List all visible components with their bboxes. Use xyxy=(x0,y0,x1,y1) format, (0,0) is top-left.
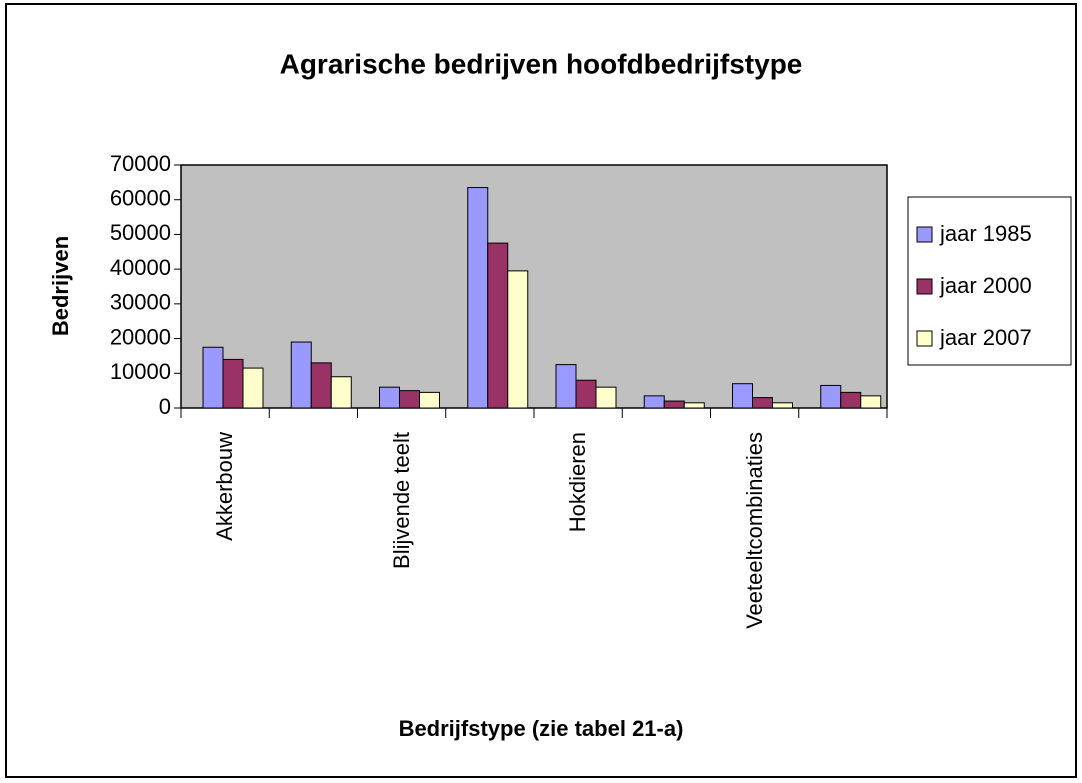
legend-swatch xyxy=(916,226,933,243)
y-tick-label: 0 xyxy=(159,394,171,419)
x-tick-label: Veeteeltcombinaties xyxy=(741,432,767,629)
bar xyxy=(379,386,400,409)
x-tick-label: Akkerbouw xyxy=(212,432,238,541)
legend-swatch xyxy=(916,330,933,347)
bar xyxy=(399,390,420,409)
bar xyxy=(290,341,312,409)
bar xyxy=(683,402,705,409)
x-axis-title: Bedrijfstype (zie tabel 21-a) xyxy=(399,716,684,741)
y-tick-label: 40000 xyxy=(110,255,171,280)
bar xyxy=(820,384,842,409)
plot-area xyxy=(180,164,888,409)
bar xyxy=(752,397,773,409)
x-tick-label: Hokdieren xyxy=(565,432,591,533)
bar xyxy=(202,346,224,409)
bar xyxy=(860,395,882,409)
y-tick-label: 50000 xyxy=(110,220,171,245)
bar xyxy=(487,242,509,409)
bar xyxy=(310,362,332,409)
legend-label: jaar 2000 xyxy=(939,273,1032,298)
legend xyxy=(907,196,1072,366)
bar xyxy=(507,270,529,409)
y-tick-label: 30000 xyxy=(110,290,171,315)
legend-label: jaar 1985 xyxy=(939,221,1032,246)
chart-title: Agrarische bedrijven hoofdbedrijfstype xyxy=(280,48,803,79)
bar xyxy=(595,386,617,409)
y-tick-label: 70000 xyxy=(110,151,171,176)
legend-label: jaar 2007 xyxy=(939,325,1032,350)
bar xyxy=(840,391,862,409)
bar xyxy=(555,364,577,409)
legend-swatch xyxy=(916,278,933,295)
bar xyxy=(419,391,440,409)
bar xyxy=(242,367,264,409)
bar xyxy=(467,187,489,409)
bar xyxy=(772,402,793,409)
bar xyxy=(330,376,352,409)
y-tick-label: 60000 xyxy=(110,186,171,211)
bar xyxy=(732,383,753,409)
bar xyxy=(643,395,665,409)
bar xyxy=(575,379,597,409)
y-tick-label: 10000 xyxy=(110,359,171,384)
y-tick-label: 20000 xyxy=(110,324,171,349)
bar xyxy=(222,358,244,409)
y-axis-title: Bedrijven xyxy=(48,236,73,336)
bar xyxy=(663,400,685,409)
x-tick-label: Blijvende teelt xyxy=(388,432,414,569)
